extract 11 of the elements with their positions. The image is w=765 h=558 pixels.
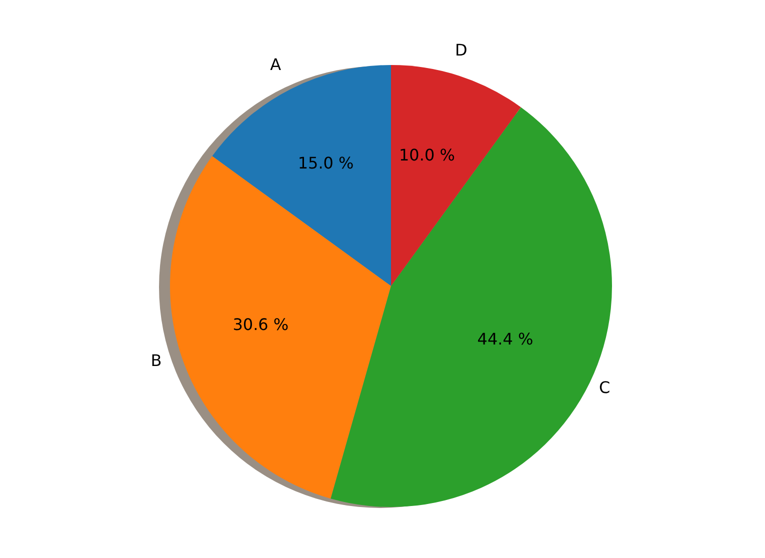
slice-label: C — [599, 378, 610, 397]
data-label: 30.6 % — [232, 314, 289, 334]
slice-label: B — [150, 350, 162, 370]
data-label: 15.0 % — [298, 153, 354, 172]
pie-slice — [391, 65, 521, 286]
data-label: 10.0 % — [399, 145, 455, 164]
pie-slice — [170, 156, 391, 499]
slice-label: A — [270, 54, 282, 74]
slice-label: D — [454, 40, 468, 60]
pie-slice — [330, 107, 612, 507]
data-label: 44.4 % — [477, 329, 534, 348]
